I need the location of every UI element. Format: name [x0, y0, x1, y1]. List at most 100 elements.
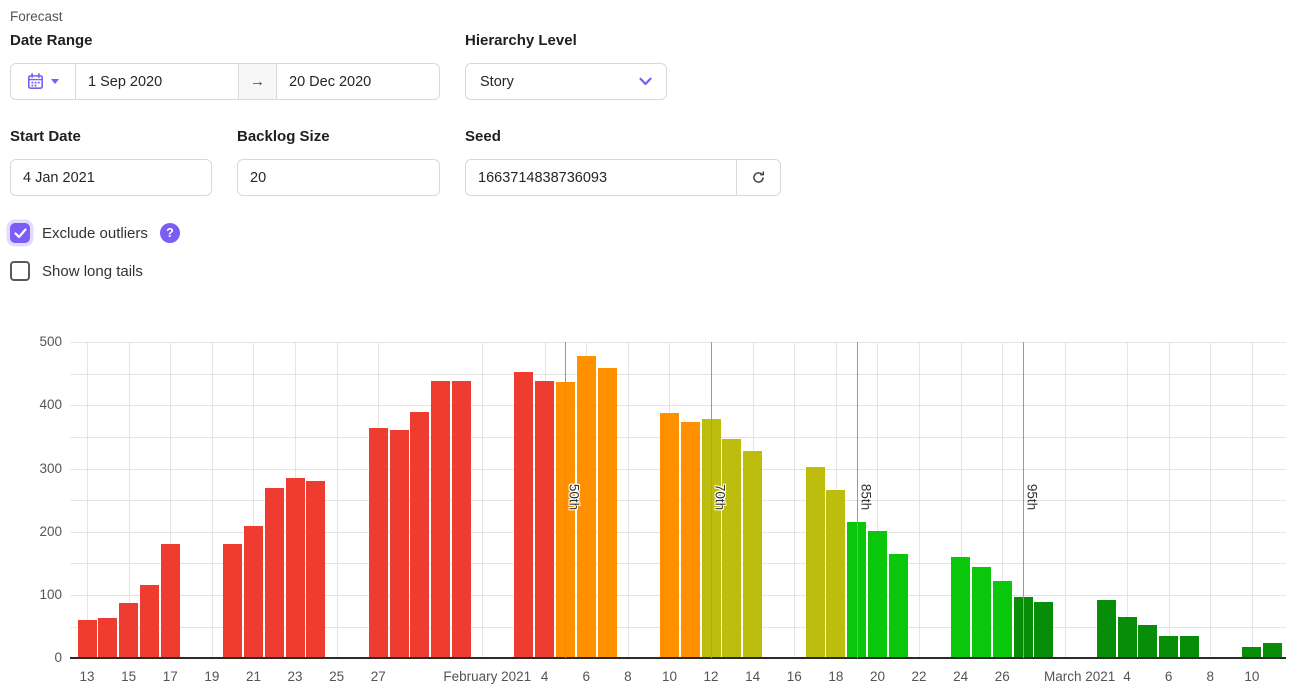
- y-tick-label: 300: [39, 460, 62, 476]
- histogram-bar: [535, 381, 555, 659]
- y-tick-label: 0: [54, 650, 62, 666]
- histogram-bar: [139, 584, 160, 659]
- histogram-bar: [971, 566, 992, 659]
- histogram-bar: [1117, 617, 1137, 659]
- show-long-tails-label: Show long tails: [42, 262, 143, 280]
- gridline-h: [70, 342, 1286, 343]
- histogram-bar: [160, 544, 180, 659]
- date-range-label: Date Range: [10, 32, 93, 49]
- x-tick-label: 18: [828, 669, 844, 685]
- histogram-bar: [659, 412, 680, 659]
- percentile-label: 85th: [858, 483, 874, 511]
- backlog-size-input[interactable]: [237, 159, 440, 196]
- gridline-v: [1210, 342, 1212, 659]
- show-long-tails-row: Show long tails: [10, 261, 143, 281]
- percentile-label: 50th: [566, 483, 582, 511]
- date-range-end-input[interactable]: [277, 64, 439, 99]
- gridline-v: [87, 342, 89, 659]
- y-tick-label: 200: [39, 523, 62, 539]
- y-tick-label: 400: [39, 397, 62, 413]
- histogram-bar: [1242, 646, 1262, 659]
- histogram-bar: [77, 620, 97, 659]
- plot-area: 50th 70th 85th 95th 13 15 17 19 21 23 25 27 February…: [70, 342, 1286, 684]
- histogram-bar: [576, 355, 596, 659]
- histogram-bar: [285, 478, 305, 659]
- x-tick-label: 24: [953, 669, 969, 685]
- gridline-v: [128, 342, 130, 659]
- x-tick-label: 6: [1164, 669, 1173, 685]
- histogram-bar: [1138, 624, 1158, 659]
- x-tick-label: 8: [1206, 669, 1215, 685]
- hierarchy-level-select[interactable]: Story: [465, 63, 667, 100]
- date-range-picker: →: [10, 63, 440, 100]
- percentile-line: [856, 342, 858, 659]
- gridline-v: [482, 342, 484, 659]
- histogram-bar: [743, 450, 763, 659]
- gridline-v: [336, 342, 338, 659]
- histogram-bar: [722, 438, 742, 659]
- checkmark-icon: [13, 227, 27, 239]
- x-tick-label: 21: [245, 669, 261, 685]
- x-tick-label: 25: [329, 669, 345, 685]
- gridline-v: [627, 342, 629, 659]
- date-range-start-input[interactable]: [76, 64, 238, 99]
- histogram-bar: [368, 428, 388, 659]
- histogram-bar: [264, 487, 284, 659]
- gridline-v: [919, 342, 921, 659]
- seed-input[interactable]: [466, 160, 736, 195]
- histogram-bar: [98, 617, 118, 659]
- x-tick-label: 12: [703, 669, 719, 685]
- histogram-bar: [410, 411, 430, 659]
- calendar-button[interactable]: [11, 64, 75, 99]
- exclude-outliers-checkbox[interactable]: [10, 223, 30, 243]
- hierarchy-level-label: Hierarchy Level: [465, 32, 577, 49]
- x-tick-label: 4: [1123, 669, 1131, 685]
- page-title: Forecast: [10, 9, 63, 24]
- gridline-v: [877, 342, 879, 659]
- gridline-v: [253, 342, 255, 659]
- histogram-bar: [1159, 635, 1179, 659]
- histogram-bar: [514, 371, 534, 659]
- calendar-icon: [27, 73, 44, 90]
- gridline-v: [794, 342, 796, 659]
- x-tick-label: 20: [869, 669, 885, 685]
- seed-field: [466, 160, 736, 195]
- hierarchy-level-value: Story: [480, 73, 514, 90]
- caret-down-icon: [51, 79, 59, 84]
- histogram-bar: [119, 602, 139, 659]
- refresh-seed-button[interactable]: [736, 160, 780, 195]
- histogram-bar: [1034, 602, 1054, 659]
- percentile-label: 95th: [1024, 483, 1040, 511]
- x-tick-label: 14: [745, 669, 761, 685]
- arrow-right-icon: →: [250, 73, 265, 90]
- histogram-bar: [1263, 643, 1283, 659]
- exclude-outliers-label: Exclude outliers: [42, 224, 148, 242]
- x-tick-label: 23: [287, 669, 303, 685]
- percentile-label: 70th: [712, 483, 728, 511]
- histogram-bar: [992, 580, 1012, 659]
- gridline-h: [70, 405, 1286, 407]
- seed-control: [465, 159, 781, 196]
- histogram-bar: [306, 480, 326, 659]
- date-range-start: [75, 64, 238, 99]
- help-icon[interactable]: ?: [159, 223, 180, 243]
- percentile-line: [565, 342, 567, 659]
- y-tick-label: 100: [39, 587, 62, 603]
- histogram-bar: [1096, 599, 1116, 659]
- y-tick-label: 500: [39, 334, 62, 349]
- x-tick-label: 15: [121, 669, 137, 685]
- start-date-label: Start Date: [10, 128, 81, 145]
- start-date-input[interactable]: [10, 159, 212, 196]
- x-tick-label: 13: [79, 669, 95, 685]
- forecast-histogram-chart: 50th 70th 85th 95th 13 15 17 19 21 23 25 27 February…: [0, 330, 1304, 700]
- chevron-down-icon: [639, 77, 652, 86]
- date-range-arrow: →: [238, 64, 276, 99]
- gridline-v: [1168, 342, 1170, 659]
- x-tick-label: 6: [582, 669, 591, 685]
- gridline-v: [960, 342, 962, 659]
- histogram-bar: [431, 381, 451, 659]
- percentile-line: [1023, 342, 1025, 659]
- backlog-size-label: Backlog Size: [237, 128, 330, 145]
- percentile-line: [711, 342, 713, 659]
- show-long-tails-checkbox[interactable]: [10, 261, 30, 281]
